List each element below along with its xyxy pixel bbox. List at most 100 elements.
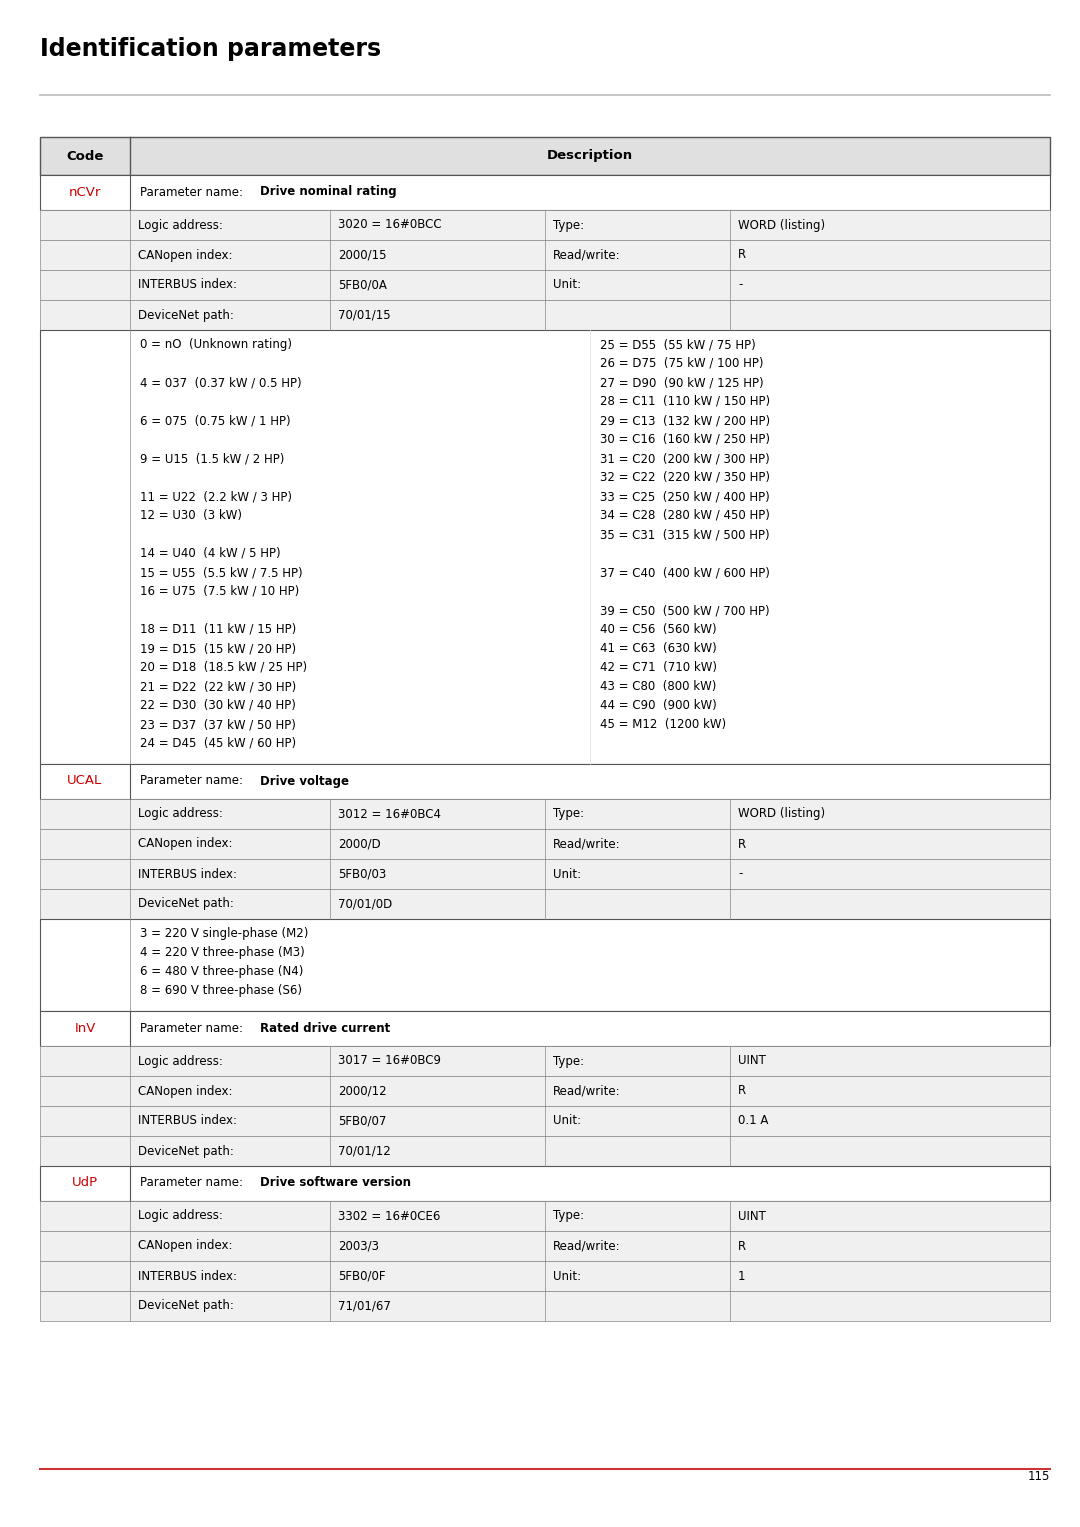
Text: -: - [738, 867, 742, 881]
Text: 70/01/15: 70/01/15 [338, 308, 391, 322]
Text: 42 = C71  (710 kW): 42 = C71 (710 kW) [600, 661, 717, 673]
Text: 21 = D22  (22 kW / 30 HP): 21 = D22 (22 kW / 30 HP) [140, 680, 296, 693]
Bar [40, 1167, 1050, 1202]
Text: Type:: Type: [553, 218, 584, 232]
Text: 25 = D55  (55 kW / 75 HP): 25 = D55 (55 kW / 75 HP) [600, 337, 756, 351]
Text: 41 = C63  (630 kW): 41 = C63 (630 kW) [600, 641, 717, 655]
Text: 26 = D75  (75 kW / 100 HP): 26 = D75 (75 kW / 100 HP) [600, 357, 764, 370]
Text: UdP: UdP [72, 1176, 98, 1190]
Text: 115: 115 [1028, 1471, 1050, 1484]
Bar [40, 330, 1050, 764]
Text: Identification parameters: Identification parameters [40, 37, 381, 61]
Bar [40, 829, 1050, 860]
Text: 14 = U40  (4 kW / 5 HP): 14 = U40 (4 kW / 5 HP) [140, 547, 281, 560]
Text: nCVr: nCVr [69, 185, 102, 199]
Text: Parameter name:: Parameter name: [140, 774, 243, 788]
Text: CANopen index:: CANopen index: [138, 249, 232, 261]
Bar [40, 1202, 1050, 1231]
Bar [40, 1261, 1050, 1290]
Text: DeviceNet path:: DeviceNet path: [138, 308, 234, 322]
Text: Unit:: Unit: [553, 1115, 581, 1127]
Text: Unit:: Unit: [553, 278, 581, 292]
Bar [40, 1106, 1050, 1136]
Text: 5FB0/0F: 5FB0/0F [338, 1269, 386, 1283]
Text: 11 = U22  (2.2 kW / 3 HP): 11 = U22 (2.2 kW / 3 HP) [140, 490, 292, 502]
Bar [40, 137, 1050, 176]
Text: 2000/D: 2000/D [338, 837, 381, 851]
Text: 22 = D30  (30 kW / 40 HP): 22 = D30 (30 kW / 40 HP) [140, 699, 296, 712]
Text: 35 = C31  (315 kW / 500 HP): 35 = C31 (315 kW / 500 HP) [600, 528, 770, 541]
Text: 44 = C90  (900 kW): 44 = C90 (900 kW) [600, 699, 717, 712]
Text: 2000/12: 2000/12 [338, 1084, 387, 1098]
Text: WORD (listing): WORD (listing) [738, 218, 825, 232]
Text: R: R [738, 1240, 746, 1252]
Text: 1: 1 [738, 1269, 745, 1283]
Text: 28 = C11  (110 kW / 150 HP): 28 = C11 (110 kW / 150 HP) [600, 395, 770, 408]
Bar [40, 1136, 1050, 1167]
Text: Drive nominal rating: Drive nominal rating [260, 185, 396, 199]
Text: 70/01/12: 70/01/12 [338, 1145, 391, 1157]
Text: INTERBUS index:: INTERBUS index: [138, 867, 237, 881]
Bar [40, 1011, 1050, 1046]
Text: Drive software version: Drive software version [260, 1176, 411, 1190]
Bar [40, 211, 1050, 240]
Text: Parameter name:: Parameter name: [140, 1176, 243, 1190]
Text: 71/01/67: 71/01/67 [338, 1299, 391, 1313]
Text: -: - [738, 278, 742, 292]
Text: Logic address:: Logic address: [138, 1209, 222, 1223]
Text: 23 = D37  (37 kW / 50 HP): 23 = D37 (37 kW / 50 HP) [140, 718, 296, 731]
Bar [40, 299, 1050, 330]
Text: UCAL: UCAL [67, 774, 103, 788]
Text: 30 = C16  (160 kW / 250 HP): 30 = C16 (160 kW / 250 HP) [600, 434, 770, 446]
Text: Logic address:: Logic address: [138, 1055, 222, 1067]
Text: UINT: UINT [738, 1209, 766, 1223]
Text: INTERBUS index:: INTERBUS index: [138, 1115, 237, 1127]
Text: 0.1 A: 0.1 A [738, 1115, 768, 1127]
Bar [40, 176, 1050, 211]
Bar [40, 1290, 1050, 1321]
Text: 3 = 220 V single-phase (M2): 3 = 220 V single-phase (M2) [140, 927, 309, 941]
Text: 19 = D15  (15 kW / 20 HP): 19 = D15 (15 kW / 20 HP) [140, 641, 296, 655]
Bar [40, 889, 1050, 919]
Text: Logic address:: Logic address: [138, 218, 222, 232]
Bar [40, 919, 1050, 1011]
Text: Rated drive current: Rated drive current [260, 1022, 390, 1034]
Bar [40, 1077, 1050, 1106]
Text: 5FB0/07: 5FB0/07 [338, 1115, 387, 1127]
Text: 34 = C28  (280 kW / 450 HP): 34 = C28 (280 kW / 450 HP) [600, 508, 770, 522]
Text: InV: InV [75, 1022, 96, 1034]
Text: Type:: Type: [553, 808, 584, 820]
Text: Type:: Type: [553, 1209, 584, 1223]
Text: CANopen index:: CANopen index: [138, 1240, 232, 1252]
Text: Unit:: Unit: [553, 1269, 581, 1283]
Text: 27 = D90  (90 kW / 125 HP): 27 = D90 (90 kW / 125 HP) [600, 376, 764, 389]
Text: CANopen index:: CANopen index: [138, 1084, 232, 1098]
Text: 33 = C25  (250 kW / 400 HP): 33 = C25 (250 kW / 400 HP) [600, 490, 770, 502]
Text: 45 = M12  (1200 kW): 45 = M12 (1200 kW) [600, 718, 726, 731]
Text: 40 = C56  (560 kW): 40 = C56 (560 kW) [600, 623, 717, 637]
Text: 32 = C22  (220 kW / 350 HP): 32 = C22 (220 kW / 350 HP) [600, 470, 770, 484]
Text: 2003/3: 2003/3 [338, 1240, 379, 1252]
Text: 20 = D18  (18.5 kW / 25 HP): 20 = D18 (18.5 kW / 25 HP) [140, 661, 307, 673]
Text: 5FB0/03: 5FB0/03 [338, 867, 387, 881]
Text: 6 = 075  (0.75 kW / 1 HP): 6 = 075 (0.75 kW / 1 HP) [140, 414, 291, 428]
Text: Drive voltage: Drive voltage [260, 774, 349, 788]
Text: DeviceNet path:: DeviceNet path: [138, 1145, 234, 1157]
Text: 24 = D45  (45 kW / 60 HP): 24 = D45 (45 kW / 60 HP) [140, 738, 296, 750]
Bar [40, 860, 1050, 889]
Text: 2000/15: 2000/15 [338, 249, 387, 261]
Text: 6 = 480 V three-phase (N4): 6 = 480 V three-phase (N4) [140, 965, 303, 977]
Text: Parameter name:: Parameter name: [140, 1022, 243, 1034]
Text: 37 = C40  (400 kW / 600 HP): 37 = C40 (400 kW / 600 HP) [600, 567, 770, 579]
Text: 70/01/0D: 70/01/0D [338, 898, 392, 910]
Text: R: R [738, 837, 746, 851]
Text: Read/write:: Read/write: [553, 837, 621, 851]
Text: WORD (listing): WORD (listing) [738, 808, 825, 820]
Text: DeviceNet path:: DeviceNet path: [138, 898, 234, 910]
Text: Description: Description [546, 150, 633, 162]
Text: 29 = C13  (132 kW / 200 HP): 29 = C13 (132 kW / 200 HP) [600, 414, 770, 428]
Text: 31 = C20  (200 kW / 300 HP): 31 = C20 (200 kW / 300 HP) [600, 452, 770, 466]
Text: Unit:: Unit: [553, 867, 581, 881]
Text: 16 = U75  (7.5 kW / 10 HP): 16 = U75 (7.5 kW / 10 HP) [140, 585, 299, 599]
Bar [40, 764, 1050, 799]
